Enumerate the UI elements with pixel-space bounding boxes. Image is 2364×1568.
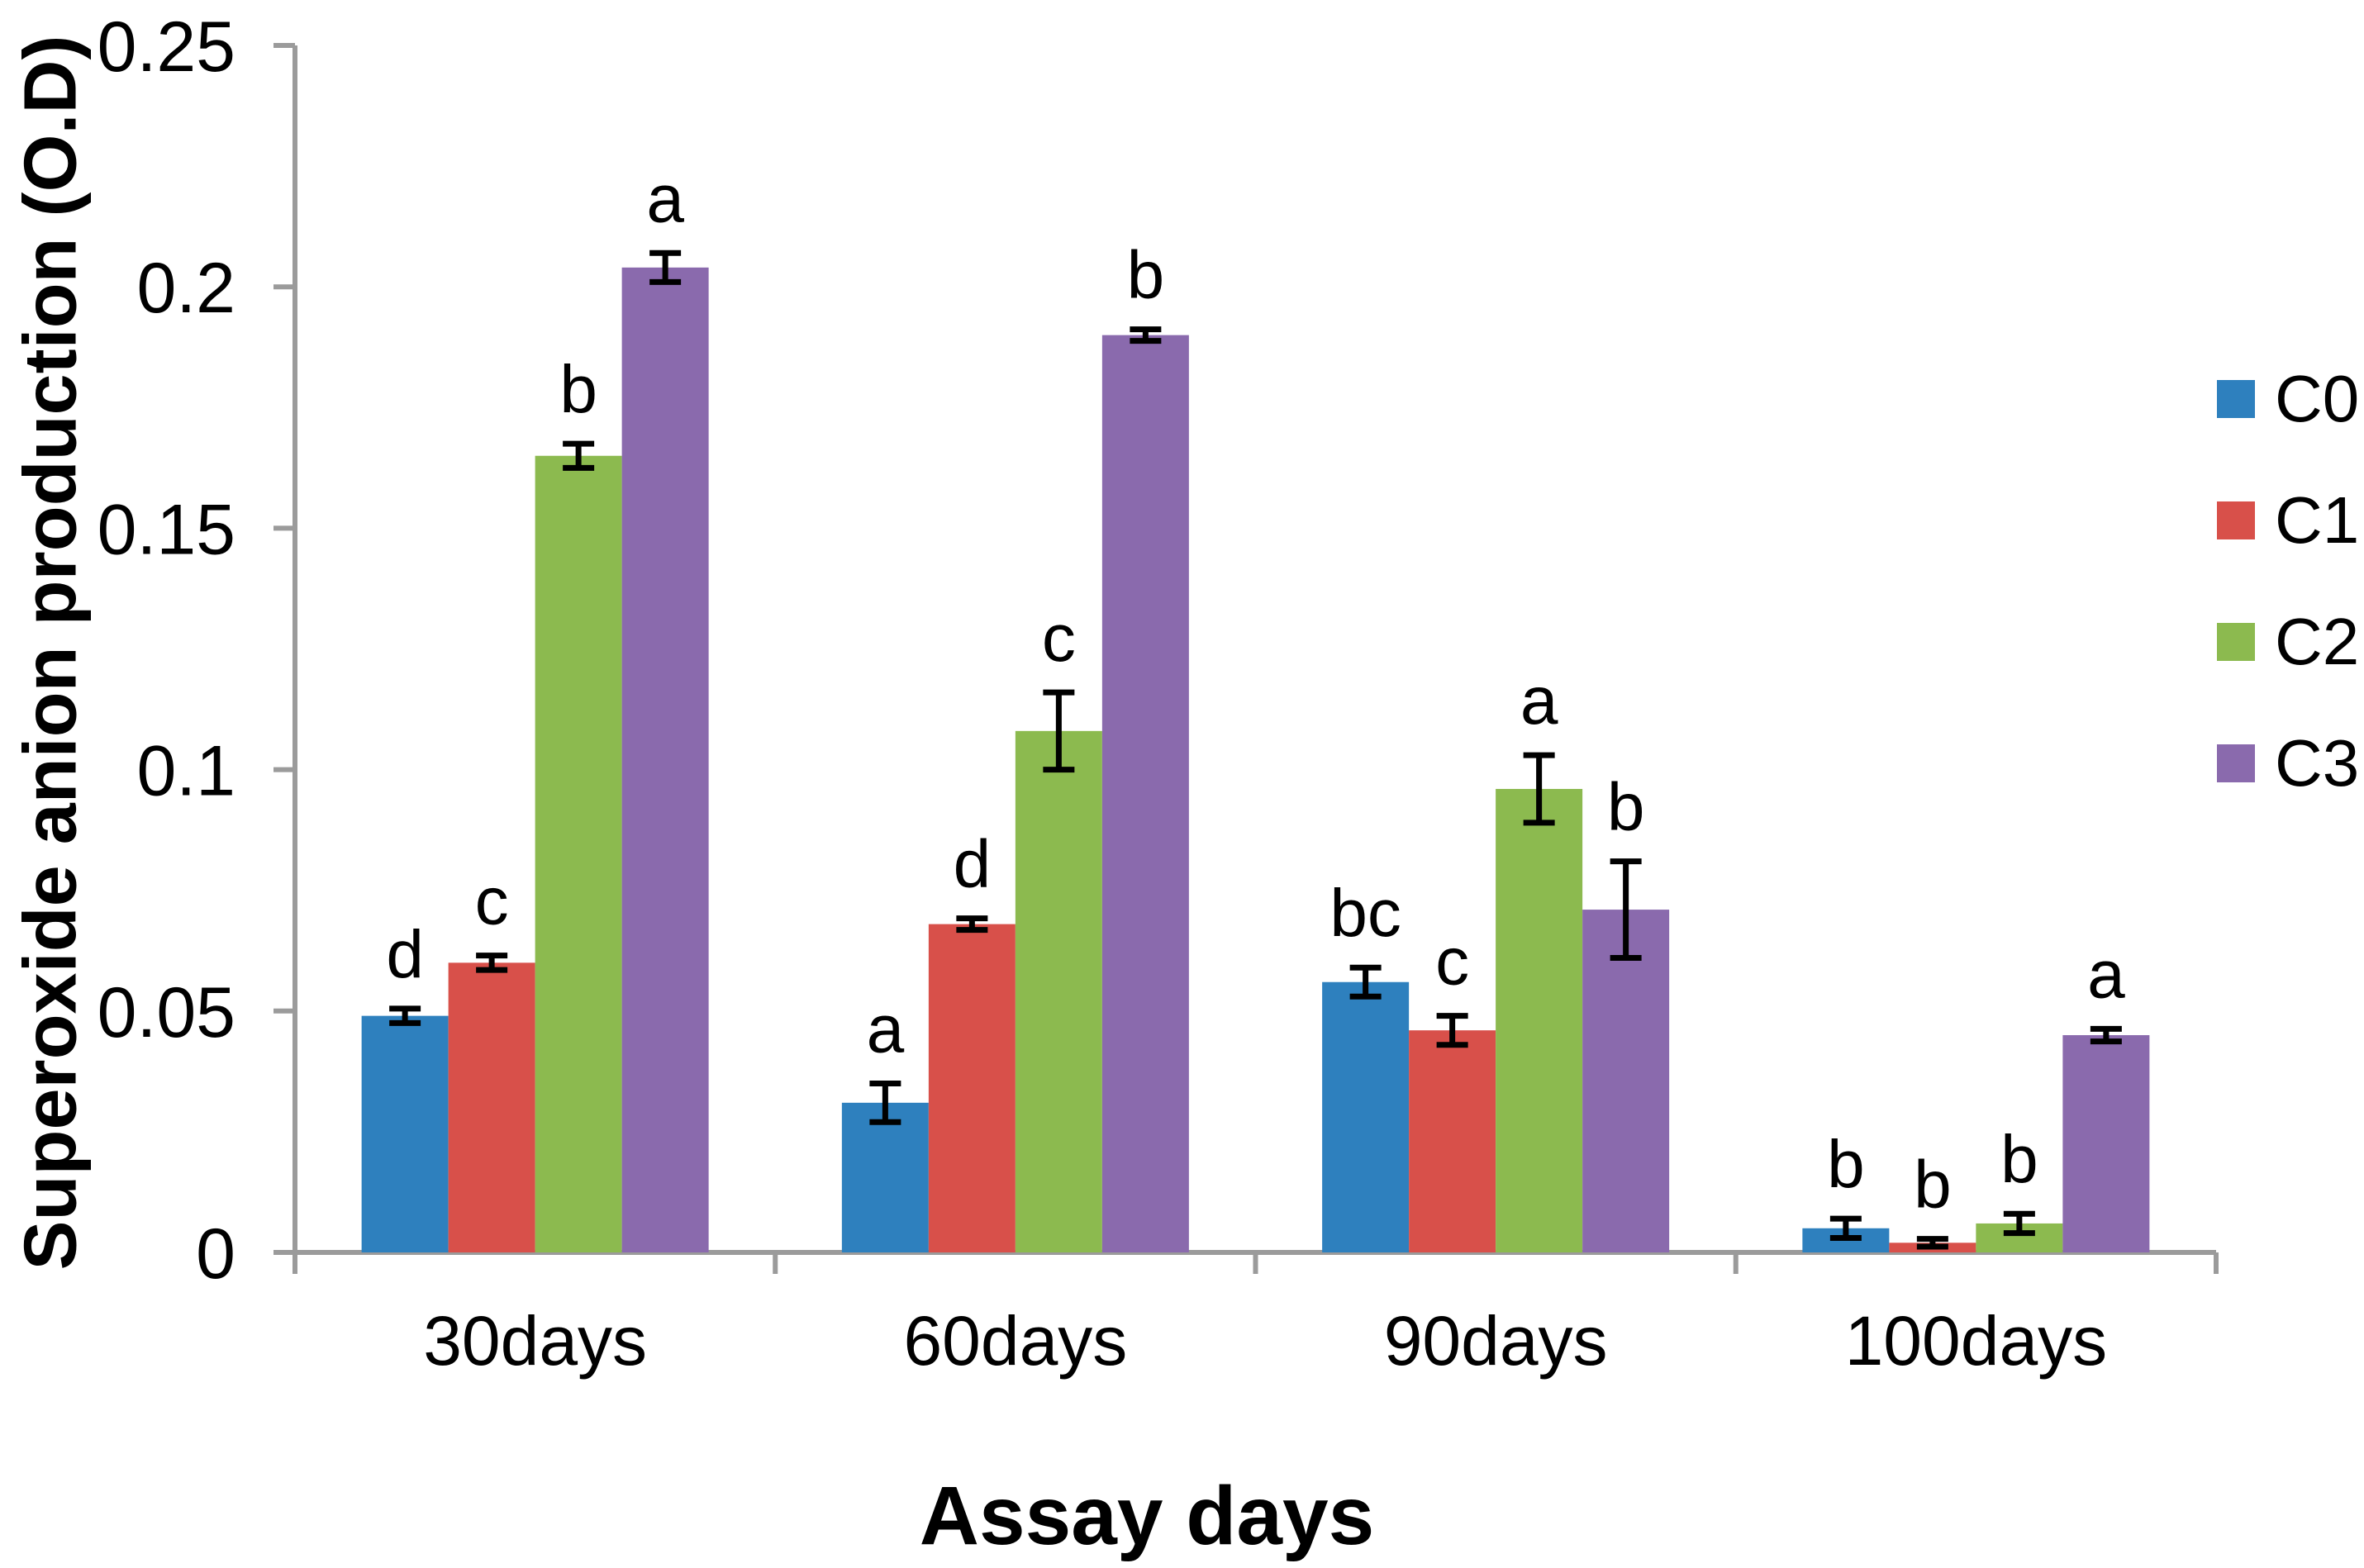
bar-C1-90days	[1409, 1030, 1496, 1252]
legend-swatch-C1	[2217, 501, 2255, 539]
x-axis-title: Assay days	[919, 1470, 1375, 1562]
sig-label-C2-90days: a	[1520, 663, 1558, 739]
sig-label-C2-30days: b	[559, 352, 597, 427]
x-category-label: 90days	[1384, 1302, 1608, 1380]
legend-label: C0	[2275, 362, 2360, 435]
bar-C2-60days	[1015, 730, 1102, 1252]
x-category-label: 100days	[1845, 1302, 2108, 1380]
sig-label-C1-100days: b	[1914, 1147, 1952, 1223]
bar-C0-60days	[841, 1102, 929, 1252]
sig-label-C2-60days: c	[1042, 601, 1076, 676]
bar-C0-90days	[1322, 981, 1410, 1252]
bar-C2-30days	[535, 455, 622, 1252]
sig-label-C1-90days: c	[1435, 924, 1469, 1000]
y-tick-label: 0	[196, 1214, 235, 1294]
sig-label-C3-100days: a	[2087, 937, 2125, 1012]
sig-label-C0-90days: bc	[1329, 876, 1401, 951]
y-axis-title: Superoxide anion production (O.D)	[9, 35, 93, 1271]
bar-C3-100days	[2062, 1035, 2150, 1252]
legend-item-C3: C3	[2217, 725, 2359, 801]
sig-label-C3-60days: b	[1127, 238, 1165, 313]
sig-label-C1-60days: d	[954, 827, 992, 902]
sig-label-C0-30days: d	[386, 917, 424, 992]
y-tick-label: 0.15	[98, 490, 235, 569]
bar-C1-30days	[448, 962, 535, 1252]
legend-label: C1	[2275, 483, 2360, 557]
legend-swatch-C3	[2217, 744, 2255, 782]
bar-C3-90days	[1582, 910, 1670, 1252]
legend-swatch-C0	[2217, 380, 2255, 418]
sig-label-C3-30days: a	[646, 161, 684, 236]
legend-swatch-C2	[2217, 623, 2255, 661]
x-category-label: 30days	[423, 1302, 647, 1380]
bar-C1-60days	[928, 924, 1016, 1252]
y-tick-label: 0.05	[98, 973, 235, 1052]
sig-label-C1-30days: c	[475, 864, 509, 939]
legend-label: C2	[2275, 605, 2360, 678]
bar-C0-30days	[361, 1015, 449, 1252]
sig-label-C0-100days: b	[1827, 1127, 1865, 1202]
sig-label-C3-90days: b	[1607, 770, 1645, 845]
bar-C3-30days	[621, 267, 709, 1253]
y-tick-label: 0.25	[98, 7, 235, 87]
legend-item-C0: C0	[2217, 361, 2359, 437]
sig-label-C2-100days: b	[2000, 1122, 2038, 1197]
bar-C2-90days	[1496, 788, 1583, 1252]
legend-item-C2: C2	[2217, 604, 2359, 680]
sig-label-C0-60days: a	[867, 991, 905, 1067]
y-tick-label: 0.1	[136, 732, 235, 811]
legend-item-C1: C1	[2217, 482, 2359, 558]
x-category-label: 60days	[903, 1302, 1127, 1380]
legend: C0 C1 C2 C3	[2217, 0, 2364, 1568]
y-tick-label: 0.2	[136, 249, 235, 328]
legend-label: C3	[2275, 726, 2360, 800]
bar-C3-60days	[1101, 335, 1189, 1252]
